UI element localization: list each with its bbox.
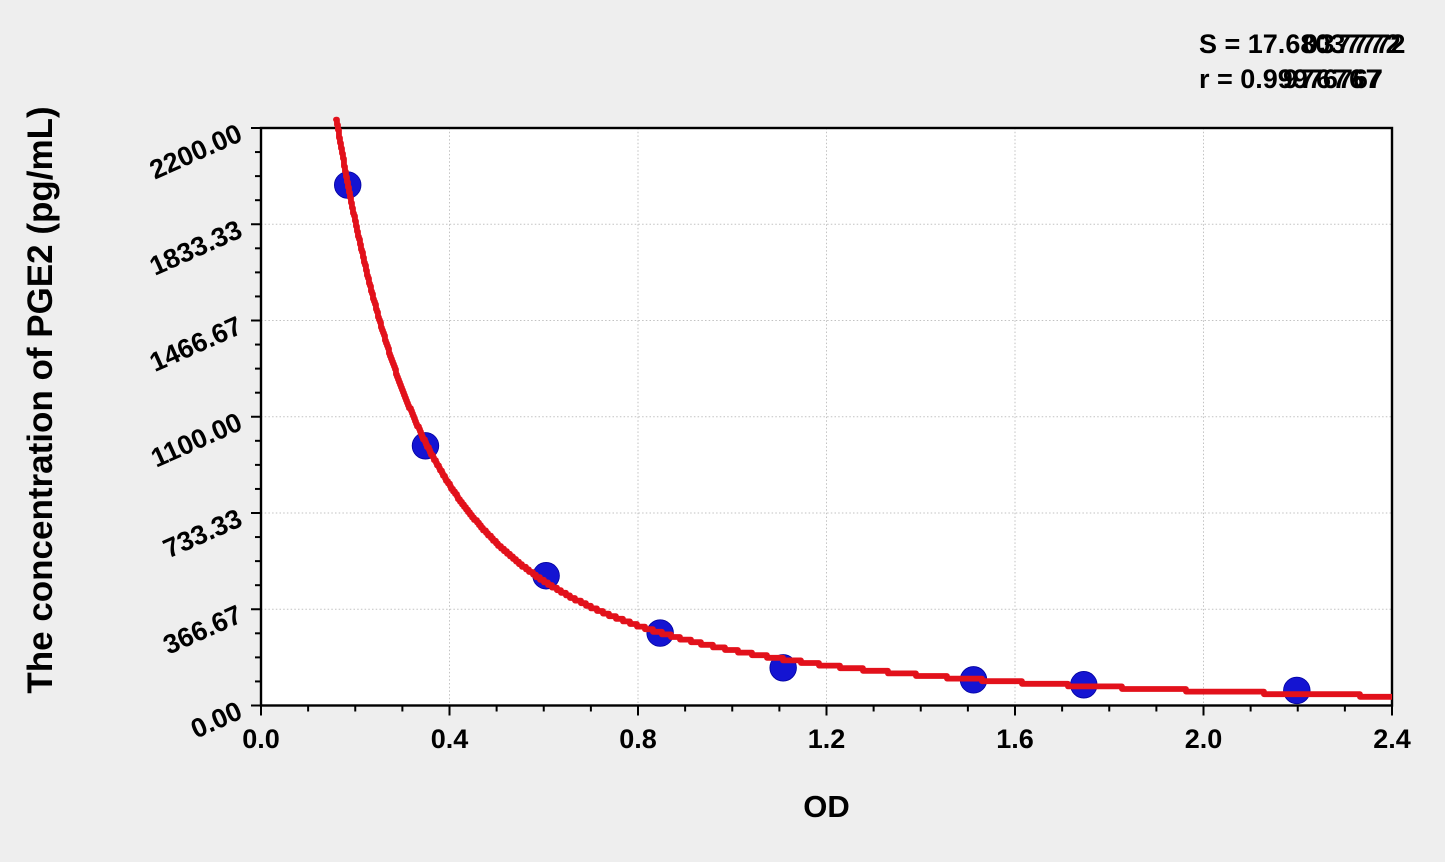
svg-text:1.6: 1.6 [996,724,1034,754]
svg-text:2.0: 2.0 [1185,724,1223,754]
svg-text:OD: OD [803,789,850,824]
svg-text:037772: 037772 [1303,29,1402,59]
svg-text:0.0: 0.0 [242,724,280,754]
svg-text:The concentration of PGE2 (pg/: The concentration of PGE2 (pg/mL) [21,106,60,693]
svg-text:0.4: 0.4 [431,724,469,754]
svg-text:1.2: 1.2 [808,724,846,754]
svg-text:2.4: 2.4 [1373,724,1411,754]
svg-text:976767: 976767 [1283,64,1382,94]
svg-text:0.8: 0.8 [619,724,657,754]
